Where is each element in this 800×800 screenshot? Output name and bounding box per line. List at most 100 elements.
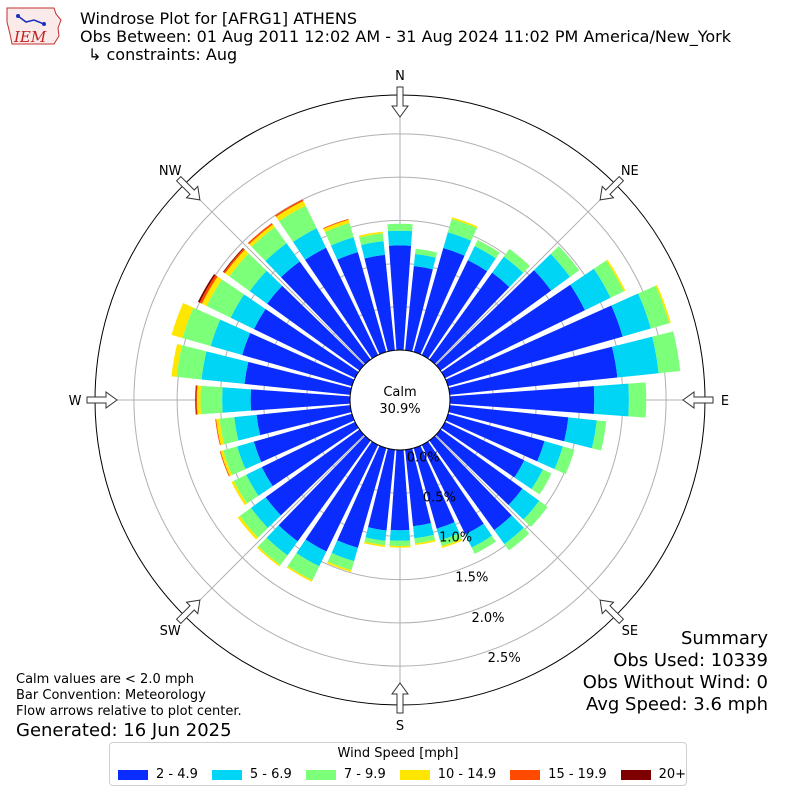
wind-bar-segment: [447, 218, 477, 241]
flow-arrow-icon: [391, 682, 409, 714]
wind-bar-segment: [327, 552, 355, 571]
summary-title: Summary: [681, 628, 768, 649]
wind-bar-segment: [388, 245, 412, 351]
wind-bar-segment: [323, 218, 349, 229]
wind-bar-segment: [570, 268, 611, 311]
legend-item: 5 - 6.9: [211, 767, 292, 782]
compass-label: SE: [622, 624, 638, 639]
logo-text: IEM: [13, 28, 47, 46]
wind-bar-segment: [251, 227, 287, 262]
wind-bar-segment: [330, 237, 358, 260]
wind-bar-segment: [244, 361, 352, 395]
wind-bar-segment: [389, 545, 411, 548]
wind-bar-segment: [239, 507, 268, 538]
wind-bar-segment: [171, 344, 183, 377]
wind-bar-segment: [504, 527, 530, 551]
wind-bar-segment: [201, 276, 222, 307]
wind-bar-segment: [246, 467, 273, 496]
calm-value: 30.9%: [379, 402, 420, 417]
flow-arrow-shape: [599, 599, 625, 625]
wind-bar-segment: [533, 253, 571, 291]
wind-bar-segment: [231, 480, 247, 506]
wind-bar-segment: [326, 561, 352, 572]
wind-bar-segment: [280, 261, 371, 365]
legend-item: 10 - 14.9: [399, 767, 496, 782]
wind-bar-segment: [182, 307, 221, 347]
wind-bar-segment: [250, 389, 351, 411]
wind-bar-segment: [591, 420, 607, 451]
wind-bar-segment: [197, 385, 201, 415]
title-block: Windrose Plot for [AFRG1] ATHENS Obs Bet…: [80, 10, 731, 64]
wind-bar-segment: [448, 405, 569, 442]
legend-label: 5 - 6.9: [249, 767, 292, 782]
wind-bar-segment: [405, 266, 433, 352]
wind-bar-segment: [611, 336, 659, 378]
legend-swatch: [510, 769, 541, 780]
wind-bar-segment: [628, 382, 647, 418]
wind-bar-segment: [389, 530, 411, 541]
flow-arrow-shape: [175, 175, 201, 201]
wind-bar-segment: [225, 249, 249, 277]
wind-bar-segment: [305, 247, 379, 359]
wind-bar-segment: [261, 421, 359, 487]
wind-bar-segment: [448, 346, 618, 395]
wind-bar-segment: [229, 253, 267, 292]
wind-bar-segment: [249, 270, 283, 304]
wind-bar-segment: [537, 441, 563, 470]
wind-bar-segment: [474, 239, 500, 259]
flow-arrow-icon: [599, 599, 625, 625]
wind-bar-segment: [358, 231, 383, 238]
wind-bar-segment: [324, 223, 354, 246]
wind-bar-segment: [387, 223, 413, 232]
obs-without-wind: Obs Without Wind: 0: [582, 672, 768, 693]
wind-bar-segment: [421, 260, 488, 359]
wind-bar-segment: [387, 230, 413, 246]
wind-bar-segment: [368, 448, 395, 531]
flow-arrows-note: Flow arrows relative to plot center.: [16, 704, 242, 719]
wind-bar-segment: [449, 386, 595, 414]
wind-bar-segment: [237, 515, 258, 540]
wind-bar-segment: [414, 539, 436, 546]
flow-arrow-icon: [175, 175, 201, 201]
overlay-layer: Calm 30.9% 0.0% 0.5% 1.0% 1.5% 2.0% 2.5% N NE E SE S…: [69, 69, 730, 734]
wind-bar-segment: [593, 383, 629, 417]
wind-bar-segment: [439, 533, 463, 547]
direction-spoke: [183, 435, 365, 617]
radial-tick-label: 0.5%: [423, 491, 456, 506]
flow-arrow-shape: [391, 682, 409, 714]
footnotes: Calm values are < 2.0 mph Bar Convention…: [16, 672, 242, 742]
wind-bar-segment: [230, 294, 266, 330]
compass-label: SW: [160, 624, 181, 639]
summary-box: Summary Obs Used: 10339 Obs Without Wind…: [583, 628, 768, 716]
wind-bar-segment: [222, 247, 244, 273]
wind-bar-segment: [197, 274, 216, 303]
calm-note: Calm values are < 2.0 mph: [16, 672, 195, 687]
wind-bar-segment: [611, 293, 651, 337]
bar-convention-note: Bar Convention: Meteorology: [16, 688, 206, 703]
wind-bar-segment: [389, 540, 411, 546]
wind-bar-segment: [492, 256, 524, 288]
wind-bar-segment: [435, 429, 523, 506]
wind-bar-segment: [220, 450, 233, 477]
wind-bar-segment: [247, 222, 273, 245]
wind-bar-segment: [219, 451, 230, 477]
compass-label: N: [395, 69, 405, 84]
wind-bar-segment: [503, 248, 530, 273]
direction-spoke: [435, 435, 617, 617]
wind-bar-segment: [421, 441, 484, 535]
radial-tick-label: 1.5%: [455, 571, 488, 586]
wind-bar-segment: [364, 537, 386, 546]
bars-layer: [171, 199, 681, 582]
wind-bar-segment: [467, 246, 496, 272]
legend-items: 2 - 4.9 5 - 6.9 7 - 9.9 10 - 14.9 15 - 1…: [118, 767, 686, 782]
flow-arrow-icon: [599, 175, 625, 201]
wind-bar-segment: [361, 241, 385, 259]
wind-bar-segment: [286, 565, 313, 582]
wind-bar-segment: [296, 539, 327, 567]
iem-logo: IEM: [4, 4, 64, 52]
wind-bar-segment: [275, 199, 304, 217]
legend-item: 20+: [620, 767, 686, 782]
legend-item: 2 - 4.9: [118, 767, 198, 782]
wind-bar-segment: [199, 275, 218, 304]
